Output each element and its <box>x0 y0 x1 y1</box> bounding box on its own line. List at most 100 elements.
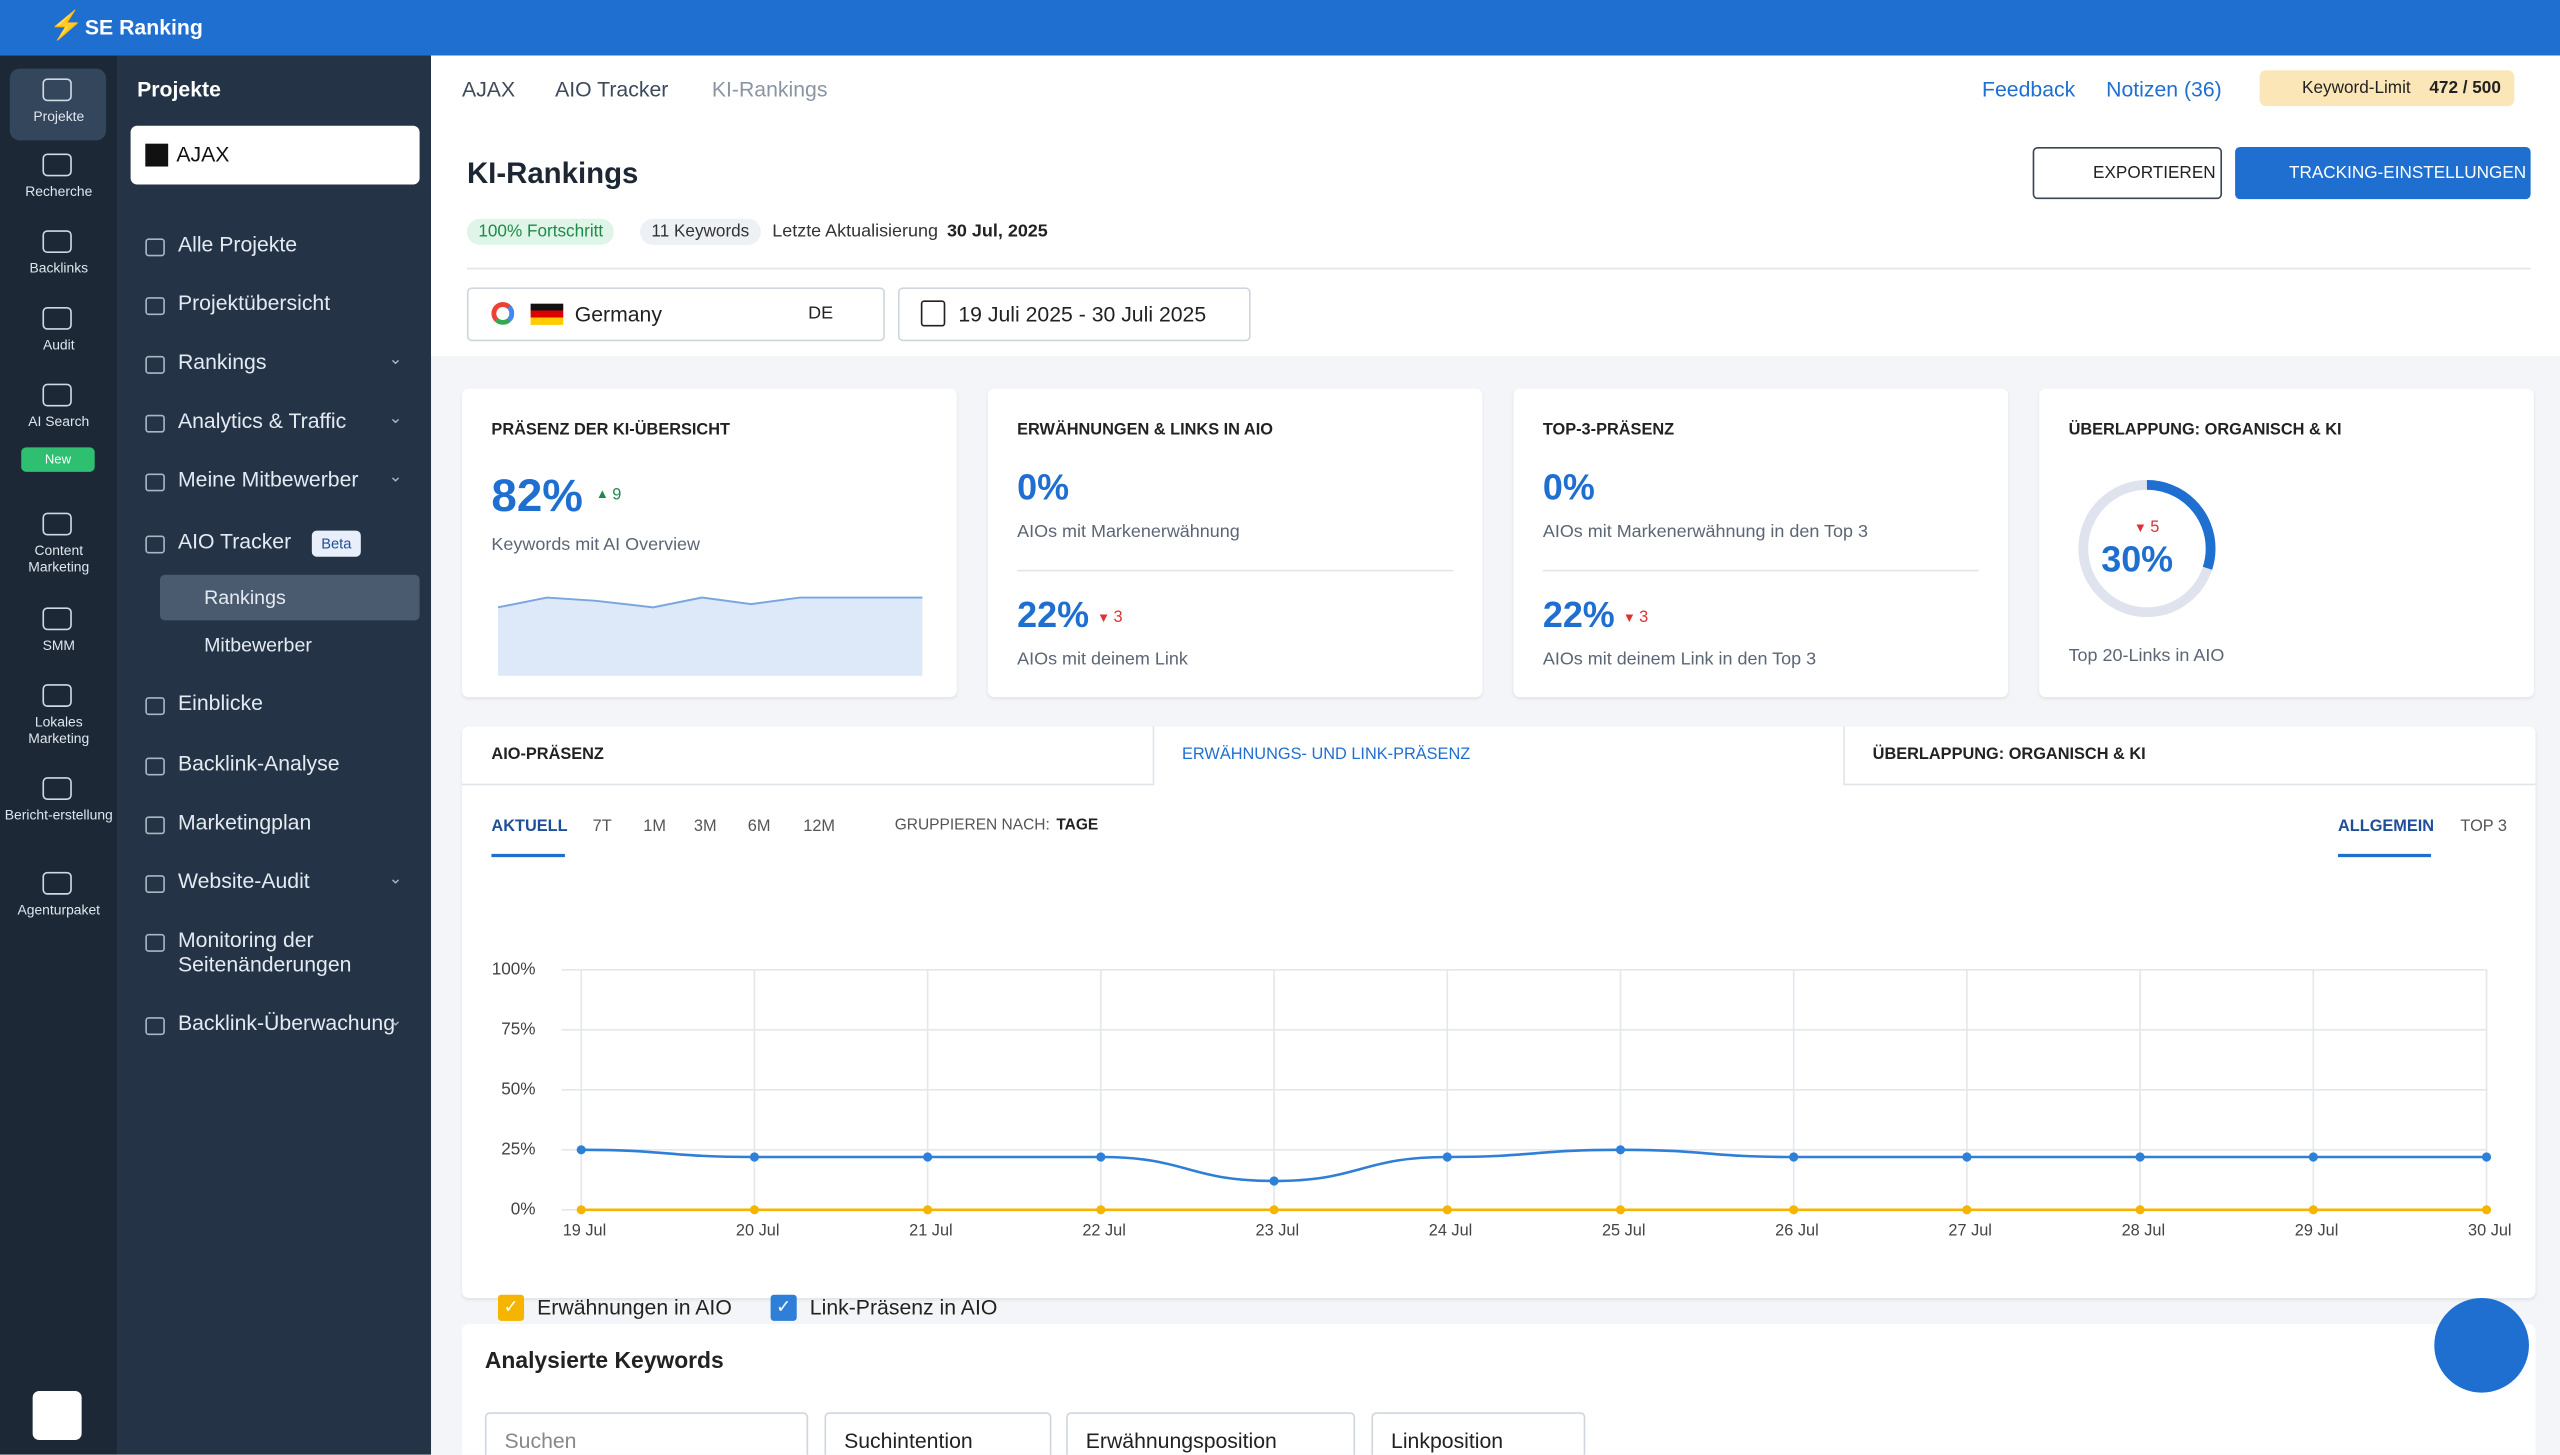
card-divider <box>1542 569 1979 572</box>
data-point <box>1962 1152 1972 1162</box>
nav-item[interactable]: Monitoring der Seitenänderungen <box>177 927 352 977</box>
tab[interactable]: ÜBERLAPPUNG: ORGANISCH & KI <box>1872 746 2146 765</box>
legend-label[interactable]: Erwähnungen in AIO <box>537 1294 732 1320</box>
nav-item[interactable]: Projektübersicht <box>177 290 331 316</box>
keyword-limit-value: 472 / 500 <box>2429 78 2501 98</box>
keywords-panel: Analysierte Keywords Suchen Suchintention E… <box>462 1324 2536 1455</box>
data-point <box>2481 1205 2492 1215</box>
card-caption: AIOs mit Markenerwähnung <box>1017 522 1240 543</box>
rail-label[interactable]: Agenturpaket <box>17 901 101 918</box>
updated-label: Letzte Aktualisierung <box>772 222 938 242</box>
range[interactable]: 1M <box>643 817 666 836</box>
nav-item[interactable]: Alle Projekte <box>177 231 298 257</box>
country-select[interactable]: Germany DE <box>466 287 885 342</box>
tab[interactable]: AIO-PRÄSENZ <box>491 746 604 765</box>
date-select[interactable]: 19 Juli 2025 - 30 Juli 2025 <box>897 287 1251 342</box>
card: TOP-3-PRÄSENZ 0% AIOs mit Markenerwähnung … <box>1513 388 2009 698</box>
top-link[interactable]: Notizen (36) <box>2106 76 2222 102</box>
data-point <box>2135 1152 2145 1162</box>
nav-caret: ⌄ <box>388 870 403 889</box>
filter-select[interactable]: Suchintention <box>824 1412 1052 1455</box>
legend-checkbox[interactable]: ✓ <box>497 1294 525 1321</box>
rail-label[interactable]: Content Marketing <box>28 542 90 575</box>
nav-sub-active <box>160 574 420 621</box>
nav-item[interactable]: Rankings <box>177 349 267 374</box>
card-caption: Keywords mit AI Overview <box>491 535 701 556</box>
filter-select[interactable]: Erwähnungsposition <box>1066 1412 1356 1455</box>
card-value2: 22% <box>1542 594 1615 636</box>
range[interactable]: AKTUELL <box>491 817 568 836</box>
project-select[interactable]: AJAX <box>130 125 420 185</box>
nav-icon <box>145 297 165 316</box>
nav-item[interactable]: Backlink-Überwachung <box>177 1010 396 1036</box>
data-point <box>576 1145 586 1155</box>
view-underline <box>2337 853 2432 858</box>
range[interactable]: 7T <box>592 817 612 836</box>
y-tick-label: 50% <box>501 1078 535 1098</box>
nav-subitem[interactable]: Mitbewerber <box>204 633 312 657</box>
rail-label[interactable]: AI Search <box>28 413 90 430</box>
rail-label[interactable]: Projekte <box>33 107 85 125</box>
data-point <box>749 1205 760 1215</box>
nav-icon <box>145 757 165 776</box>
nav-item[interactable]: Marketingplan <box>177 809 312 835</box>
calendar-icon <box>920 300 946 327</box>
main: AJAX AIO Tracker KI-Rankings Feedback Notize… <box>431 56 2560 1455</box>
data-point <box>1442 1152 1452 1162</box>
export-button[interactable]: EXPORTIEREN <box>2032 146 2223 200</box>
nav-subitem[interactable]: Rankings <box>204 586 286 609</box>
breadcrumb[interactable]: AIO Tracker <box>555 76 669 102</box>
nav-icon <box>145 238 165 257</box>
data-point <box>1096 1205 1106 1215</box>
avatar <box>32 1391 82 1440</box>
group[interactable]: TAGE <box>1056 816 1099 835</box>
settings-button[interactable]: TRACKING-EINSTELLUNGEN <box>2235 146 2531 200</box>
x-tick-label: 25 Jul <box>1602 1221 1646 1239</box>
breadcrumb: KI-Rankings <box>711 76 828 102</box>
rail-label[interactable]: Backlinks <box>29 259 89 276</box>
rail-label[interactable]: Audit <box>42 336 75 353</box>
legend-label[interactable]: Link-Präsenz in AIO <box>809 1294 998 1320</box>
chat-button[interactable] <box>2434 1297 2529 1393</box>
tab[interactable]: ERWÄHNUNGS- UND LINK-PRÄSENZ <box>1182 746 1471 765</box>
nav-item[interactable]: AIO Tracker <box>177 528 292 554</box>
search-input[interactable]: Suchen <box>484 1412 809 1455</box>
breadcrumb[interactable]: AJAX <box>462 76 516 102</box>
nav-item[interactable]: Meine Mitbewerber <box>177 466 359 492</box>
x-tick-label: 26 Jul <box>1775 1221 1819 1239</box>
view[interactable]: ALLGEMEIN <box>2337 817 2435 836</box>
card-caption: Top 20-Links in AIO <box>2068 646 2225 667</box>
updated: 30 Jul, 2025 <box>946 222 1048 242</box>
project-logo <box>145 143 169 167</box>
rail-label[interactable]: Lokales Marketing <box>28 713 90 747</box>
card: ÜBERLAPPUNG: ORGANISCH & KI 30% ▼ 5 Top 20-L… <box>2039 388 2534 698</box>
data-point <box>1096 1152 1106 1162</box>
rail-label[interactable]: SMM <box>42 636 75 654</box>
filter-select[interactable]: Linkposition <box>1371 1412 1586 1455</box>
rail-label[interactable]: Recherche <box>25 182 93 200</box>
range[interactable]: 6M <box>747 817 771 836</box>
nav-item[interactable]: Backlink-Analyse <box>177 751 340 776</box>
nav-item[interactable]: Einblicke <box>177 690 263 716</box>
legend-checkbox[interactable]: ✓ <box>770 1294 797 1321</box>
series-line <box>581 1148 2487 1183</box>
rail-icon <box>42 230 72 254</box>
range[interactable]: 3M <box>693 817 717 836</box>
rail-label[interactable]: Bericht-erstellung <box>4 806 113 823</box>
badge: 11 Keywords <box>640 218 761 245</box>
beta-badge: Beta <box>311 530 361 557</box>
nav-item[interactable]: Analytics & Traffic <box>177 408 347 433</box>
rail-badge: New <box>21 447 95 472</box>
rail-icon <box>42 383 72 407</box>
nav-icon <box>145 1017 165 1036</box>
range[interactable]: 12M <box>803 817 836 836</box>
dates: 19 Juli 2025 - 30 Juli 2025 <box>958 302 1207 327</box>
data-point <box>1269 1205 1279 1215</box>
top-link[interactable]: Feedback <box>1982 76 2076 102</box>
rail-icon <box>42 777 72 800</box>
card-caption2: AIOs mit deinem Link in den Top 3 <box>1542 649 1817 670</box>
nav-item[interactable]: Website-Audit <box>177 868 310 894</box>
view[interactable]: TOP 3 <box>2460 817 2508 836</box>
